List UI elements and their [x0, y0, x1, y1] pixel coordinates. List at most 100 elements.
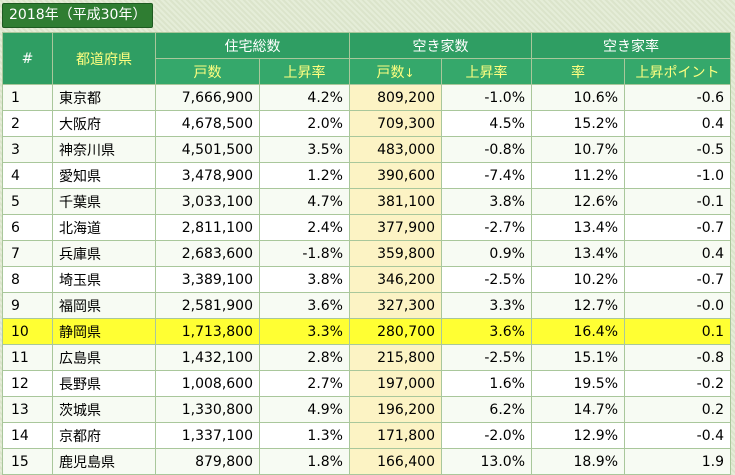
row-houses-rise: 3.5%: [259, 136, 350, 163]
row-index: 4: [2, 162, 53, 189]
row-rate-rise: 0.4: [624, 240, 731, 267]
header-prefecture[interactable]: 都道府県: [52, 32, 156, 85]
row-houses-count: 1,008,600: [155, 370, 260, 397]
row-vacancy-rate: 15.2%: [531, 110, 625, 137]
header-vacant-count[interactable]: 戸数↓: [349, 58, 442, 85]
row-vacancy-rate: 13.4%: [531, 214, 625, 241]
table-row[interactable]: 14 京都府 1,337,100 1.3% 171,800 -2.0% 12.9% -0.4: [2, 422, 731, 449]
row-houses-count: 2,683,600: [155, 240, 260, 267]
row-houses-count: 4,501,500: [155, 136, 260, 163]
row-prefecture: 福岡県: [52, 292, 156, 319]
row-vacant-rise: 6.2%: [441, 396, 532, 423]
row-rate-rise: 0.2: [624, 396, 731, 423]
row-houses-count: 1,337,100: [155, 422, 260, 449]
sort-down-arrow-icon: ↓: [404, 65, 415, 80]
row-vacant-count: 197,000: [349, 370, 442, 397]
row-houses-rise: -1.8%: [259, 240, 350, 267]
row-index: 3: [2, 136, 53, 163]
header-group-houses: 住宅総数: [155, 32, 350, 59]
row-vacant-rise: 0.9%: [441, 240, 532, 267]
table-row[interactable]: 9 福岡県 2,581,900 3.6% 327,300 3.3% 12.7% -0.0: [2, 292, 731, 319]
row-prefecture: 愛知県: [52, 162, 156, 189]
table-row[interactable]: 2 大阪府 4,678,500 2.0% 709,300 4.5% 15.2% 0.4: [2, 110, 731, 137]
row-vacant-count: 709,300: [349, 110, 442, 137]
row-houses-rise: 3.3%: [259, 318, 350, 345]
row-prefecture: 静岡県: [52, 318, 156, 345]
row-vacancy-rate: 12.6%: [531, 188, 625, 215]
row-houses-count: 1,432,100: [155, 344, 260, 371]
row-rate-rise: 0.1: [624, 318, 731, 345]
row-index: 9: [2, 292, 53, 319]
table-row[interactable]: 13 茨城県 1,330,800 4.9% 196,200 6.2% 14.7% 0.2: [2, 396, 731, 423]
row-vacant-count: 196,200: [349, 396, 442, 423]
row-vacant-rise: 4.5%: [441, 110, 532, 137]
row-vacancy-rate: 12.7%: [531, 292, 625, 319]
row-vacancy-rate: 10.2%: [531, 266, 625, 293]
row-prefecture: 広島県: [52, 344, 156, 371]
row-vacant-count: 215,800: [349, 344, 442, 371]
table-row[interactable]: 7 兵庫県 2,683,600 -1.8% 359,800 0.9% 13.4% 0.4: [2, 240, 731, 267]
row-vacant-count: 483,000: [349, 136, 442, 163]
header-index[interactable]: #: [2, 32, 53, 85]
row-vacancy-rate: 11.2%: [531, 162, 625, 189]
row-index: 13: [2, 396, 53, 423]
row-houses-count: 4,678,500: [155, 110, 260, 137]
header-houses-rise[interactable]: 上昇率: [259, 58, 350, 85]
table-row[interactable]: 4 愛知県 3,478,900 1.2% 390,600 -7.4% 11.2% -1.0: [2, 162, 731, 189]
row-rate-rise: 0.4: [624, 110, 731, 137]
row-vacant-count: 171,800: [349, 422, 442, 449]
row-index: 11: [2, 344, 53, 371]
row-index: 1: [2, 84, 53, 111]
table-row[interactable]: 8 埼玉県 3,389,100 3.8% 346,200 -2.5% 10.2% -0.7: [2, 266, 731, 293]
table-row[interactable]: 6 北海道 2,811,100 2.4% 377,900 -2.7% 13.4% -0.7: [2, 214, 731, 241]
row-houses-rise: 1.2%: [259, 162, 350, 189]
table-row[interactable]: 5 千葉県 3,033,100 4.7% 381,100 3.8% 12.6% -0.1: [2, 188, 731, 215]
row-vacant-rise: -7.4%: [441, 162, 532, 189]
row-rate-rise: -0.2: [624, 370, 731, 397]
row-houses-count: 1,330,800: [155, 396, 260, 423]
row-prefecture: 千葉県: [52, 188, 156, 215]
row-vacant-rise: -1.0%: [441, 84, 532, 111]
row-rate-rise: -0.7: [624, 266, 731, 293]
row-index: 6: [2, 214, 53, 241]
row-houses-rise: 4.7%: [259, 188, 350, 215]
row-index: 7: [2, 240, 53, 267]
header-group-vacant: 空き家数: [349, 32, 532, 59]
row-vacant-count: 381,100: [349, 188, 442, 215]
row-vacancy-rate: 15.1%: [531, 344, 625, 371]
row-vacant-count: 809,200: [349, 84, 442, 111]
row-prefecture: 埼玉県: [52, 266, 156, 293]
row-vacant-rise: 1.6%: [441, 370, 532, 397]
row-houses-count: 3,033,100: [155, 188, 260, 215]
table-row[interactable]: 11 広島県 1,432,100 2.8% 215,800 -2.5% 15.1% -0.8: [2, 344, 731, 371]
header-vacant-rise[interactable]: 上昇率: [441, 58, 532, 85]
row-vacant-count: 390,600: [349, 162, 442, 189]
row-houses-count: 2,811,100: [155, 214, 260, 241]
row-prefecture: 京都府: [52, 422, 156, 449]
header-rate-rise[interactable]: 上昇ポイント: [624, 58, 731, 85]
row-index: 14: [2, 422, 53, 449]
row-vacant-count: 377,900: [349, 214, 442, 241]
row-prefecture: 長野県: [52, 370, 156, 397]
row-prefecture: 東京都: [52, 84, 156, 111]
row-vacant-count: 280,700: [349, 318, 442, 345]
row-vacancy-rate: 14.7%: [531, 396, 625, 423]
row-rate-rise: -0.6: [624, 84, 731, 111]
table-row[interactable]: 3 神奈川県 4,501,500 3.5% 483,000 -0.8% 10.7% -0.5: [2, 136, 731, 163]
table-row[interactable]: 1 東京都 7,666,900 4.2% 809,200 -1.0% 10.6% -0.6: [2, 84, 731, 111]
row-vacancy-rate: 16.4%: [531, 318, 625, 345]
row-rate-rise: -0.8: [624, 344, 731, 371]
row-houses-rise: 2.0%: [259, 110, 350, 137]
table-row[interactable]: 12 長野県 1,008,600 2.7% 197,000 1.6% 19.5% -0.2: [2, 370, 731, 397]
row-prefecture: 兵庫県: [52, 240, 156, 267]
row-prefecture: 大阪府: [52, 110, 156, 137]
header-houses-count[interactable]: 戸数: [155, 58, 260, 85]
row-rate-rise: -0.5: [624, 136, 731, 163]
table-row[interactable]: 10 静岡県 1,713,800 3.3% 280,700 3.6% 16.4% 0.1: [2, 318, 731, 345]
row-vacancy-rate: 12.9%: [531, 422, 625, 449]
row-vacant-rise: 3.8%: [441, 188, 532, 215]
row-prefecture: 茨城県: [52, 396, 156, 423]
row-vacant-rise: 3.6%: [441, 318, 532, 345]
row-prefecture: 神奈川県: [52, 136, 156, 163]
header-rate[interactable]: 率: [531, 58, 625, 85]
